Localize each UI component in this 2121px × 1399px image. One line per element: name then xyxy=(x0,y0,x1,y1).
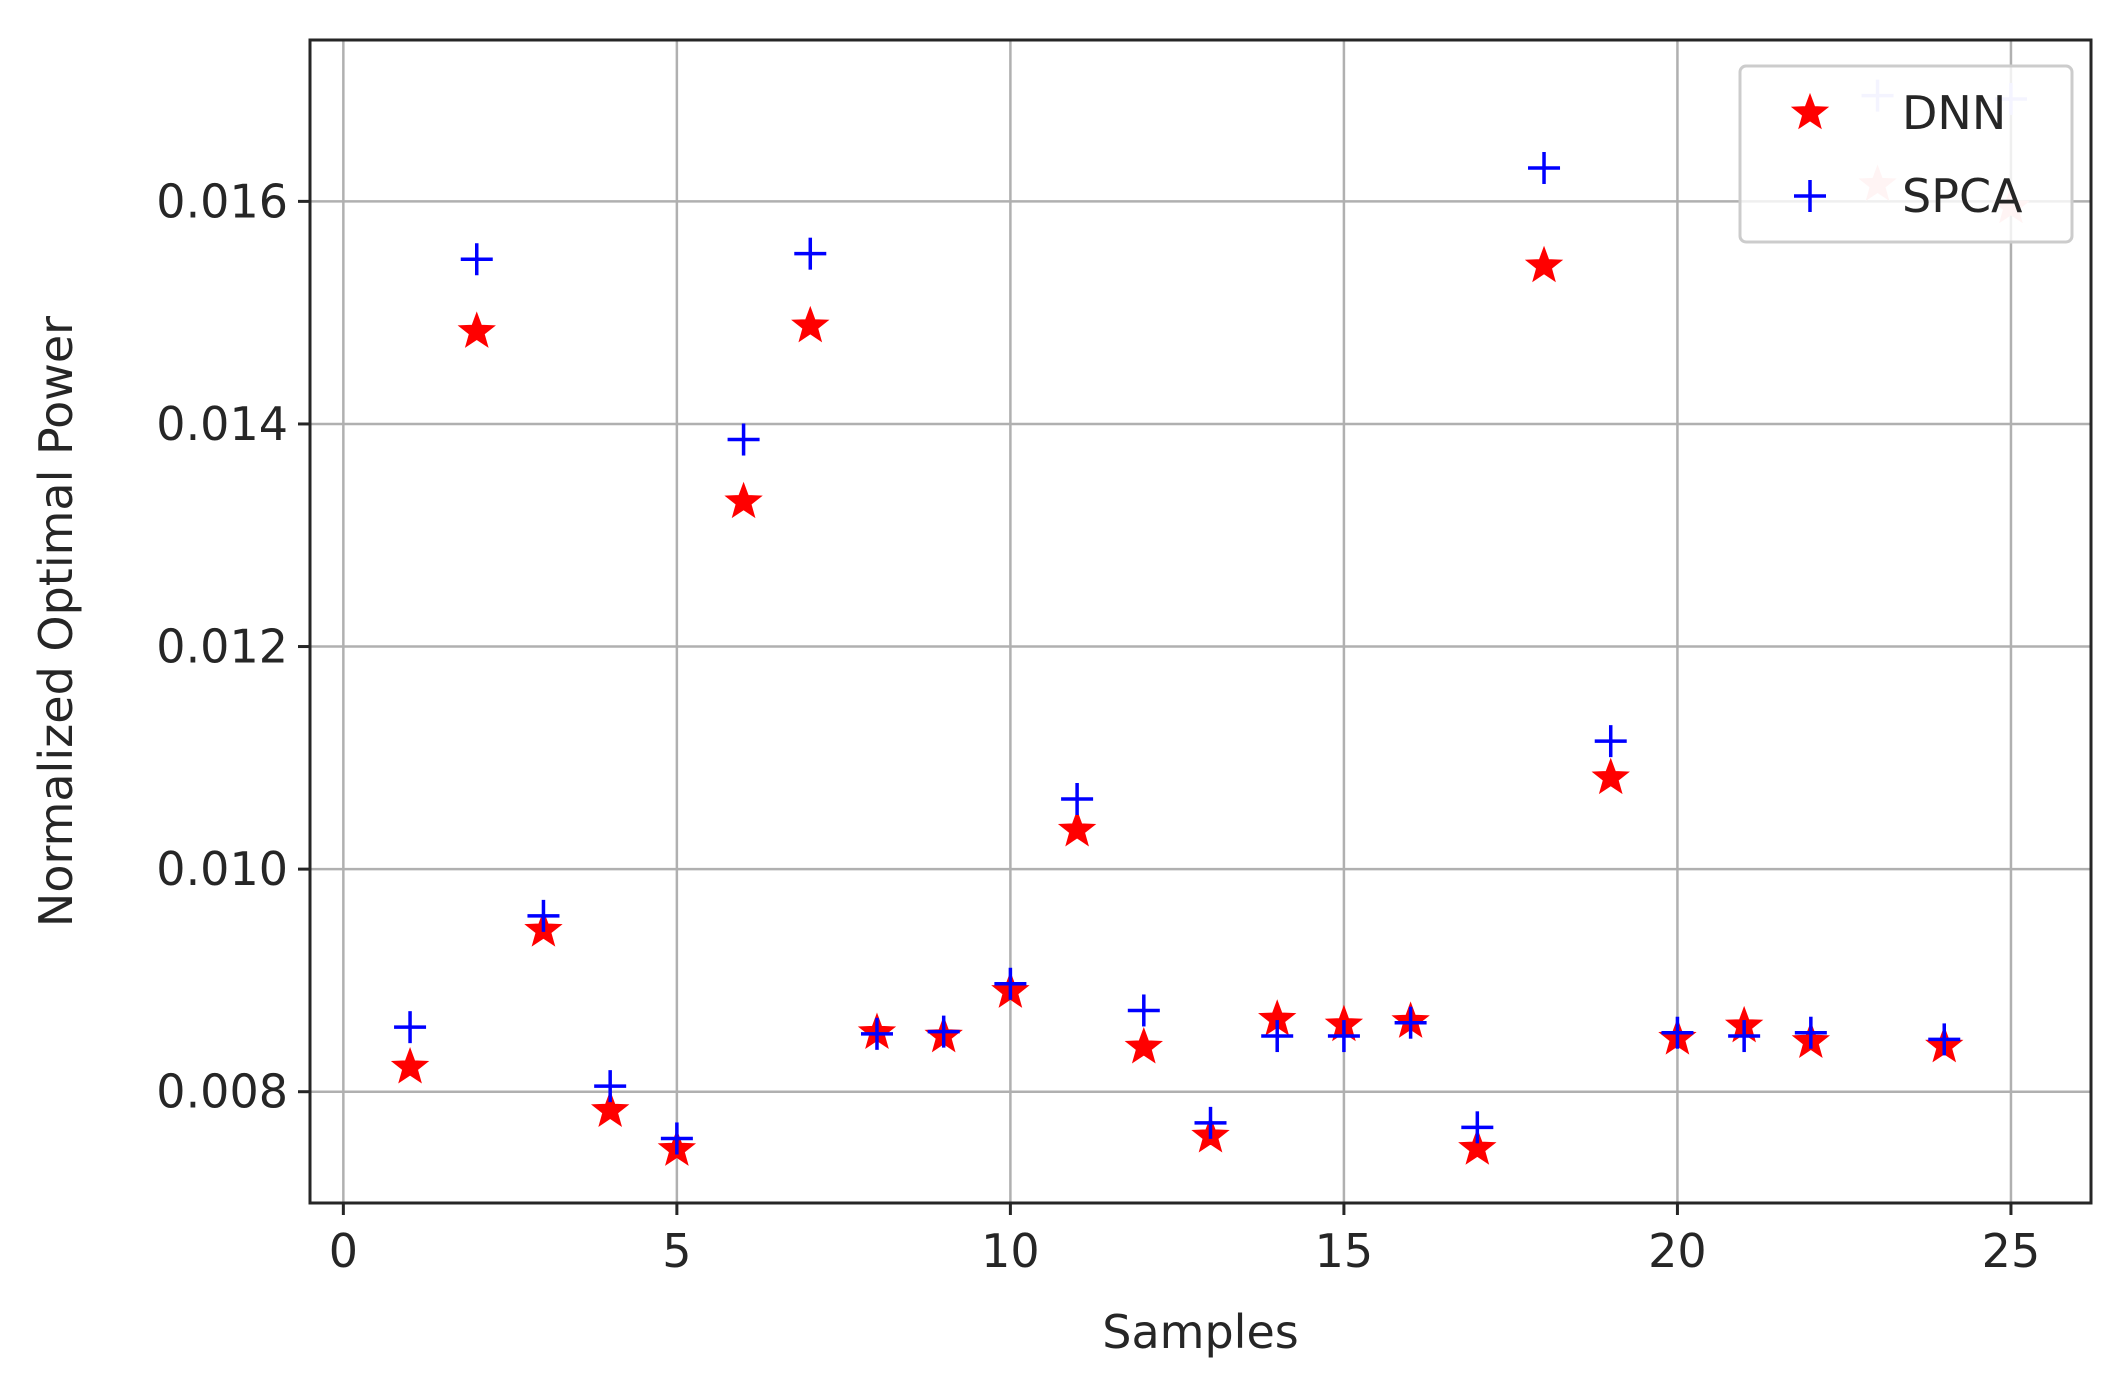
dnn-point xyxy=(1524,245,1564,283)
legend-marker-dnn xyxy=(1790,92,1830,130)
spca-point xyxy=(1594,725,1627,758)
spca-point xyxy=(1794,1016,1827,1049)
dnn-point xyxy=(1591,757,1630,795)
spca-point xyxy=(594,1070,627,1103)
legend: DNN SPCA xyxy=(1738,64,2074,244)
x-tick-label: 20 xyxy=(1648,1224,1707,1278)
y-tick-label: 0.014 xyxy=(156,397,288,451)
y-tick-label: 0.010 xyxy=(156,842,288,896)
plot-frame xyxy=(308,38,2093,1205)
spca-point xyxy=(1461,1111,1494,1144)
spca-point xyxy=(1661,1016,1694,1049)
x-tick-label: 5 xyxy=(662,1224,691,1278)
spca-point xyxy=(994,967,1027,1000)
legend-star-glyph xyxy=(1790,92,1830,130)
x-tick-label: 10 xyxy=(981,1224,1040,1278)
spca-point xyxy=(1327,1020,1360,1053)
dnn-point xyxy=(1458,1128,1497,1165)
dnn-point xyxy=(1124,1027,1163,1064)
series-spca xyxy=(394,151,1961,1155)
legend-plus-glyph xyxy=(1794,180,1826,212)
spca-point xyxy=(1394,1006,1427,1039)
x-tick-label: 15 xyxy=(1315,1224,1374,1278)
dnn-point xyxy=(791,305,830,343)
spca-point xyxy=(794,237,827,270)
dnn-point xyxy=(724,481,763,519)
spca-point xyxy=(1127,994,1160,1027)
spca-point xyxy=(1928,1023,1961,1056)
spca-point xyxy=(727,423,760,456)
spca-point xyxy=(394,1011,427,1044)
y-axis-label: Normalized Optimal Power xyxy=(29,316,83,927)
spca-point xyxy=(1261,1020,1294,1053)
axis-ticks: 0 5 10 15 20 25 0.008 0.010 0.012 0.014 0.016 xyxy=(156,174,2040,1278)
legend-label-dnn: DNN xyxy=(1902,86,2006,140)
dnn-point xyxy=(590,1090,630,1127)
x-tick-label: 0 xyxy=(329,1224,358,1278)
spca-point xyxy=(1061,783,1094,816)
y-tick-label: 0.008 xyxy=(156,1065,288,1119)
data-points xyxy=(390,151,1964,1166)
y-tick-label: 0.016 xyxy=(156,174,288,228)
spca-point xyxy=(927,1015,960,1048)
y-tick-label: 0.012 xyxy=(156,620,288,674)
dnn-point xyxy=(1057,810,1097,847)
legend-marker-spca xyxy=(1794,180,1826,212)
spca-point xyxy=(527,899,560,932)
spca-point xyxy=(1194,1106,1227,1139)
spca-point xyxy=(1528,151,1561,184)
dnn-point xyxy=(457,311,496,348)
legend-label-spca: SPCA xyxy=(1902,169,2023,223)
spca-point xyxy=(660,1122,693,1155)
spca-point xyxy=(1728,1020,1761,1053)
spca-point xyxy=(460,243,493,276)
dnn-point xyxy=(390,1047,430,1084)
spca-point xyxy=(860,1017,893,1050)
x-tick-label: 25 xyxy=(1982,1224,2041,1278)
x-axis-label: Samples xyxy=(1102,1305,1298,1359)
